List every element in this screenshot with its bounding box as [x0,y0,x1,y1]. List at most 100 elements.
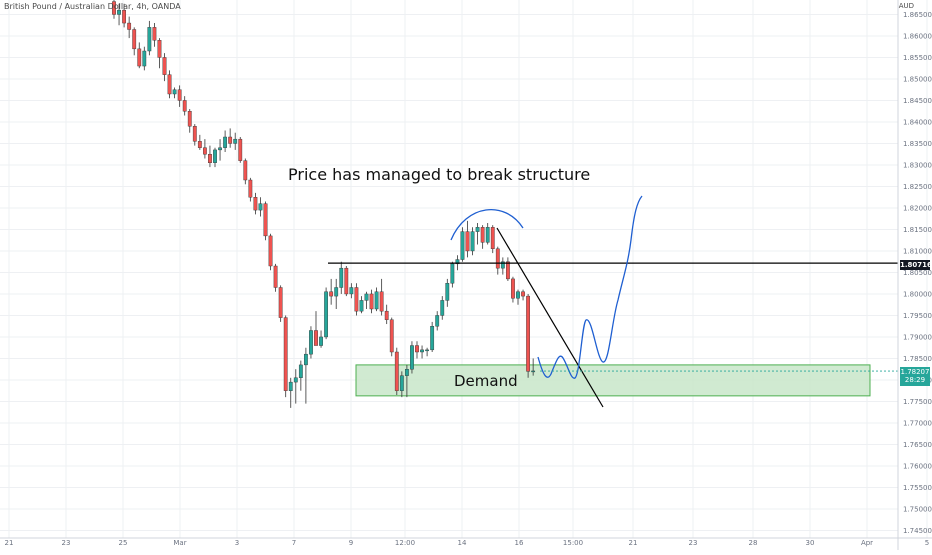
y-tick-label: 1.84000 [903,118,932,126]
candle [364,291,369,309]
candle-body [495,248,500,269]
candle-body [349,287,354,295]
x-tick-label: Apr [861,539,873,547]
y-tick-label: 1.81000 [903,247,932,255]
candle [248,177,253,202]
candle [218,139,222,161]
candle [480,225,485,249]
demand-zone [355,364,871,397]
candle-body [430,326,435,351]
y-tick-label: 1.79500 [903,312,932,320]
candle-body [208,153,212,163]
candle-body [309,330,313,355]
candle-body [263,203,268,237]
candle-body [278,287,283,318]
candle [253,192,258,215]
candle [500,257,505,275]
candle-body [485,227,490,243]
candle-body [187,110,192,127]
candle [470,227,475,256]
candle [485,223,490,245]
candle-body [440,300,445,316]
candle-body [304,353,308,366]
candle [273,263,278,292]
candle [521,289,525,301]
candle [162,53,167,82]
candle-body [293,377,298,383]
x-tick-label: 5 [925,539,929,547]
candle [425,347,429,357]
candle [359,296,364,314]
candle-body [490,227,495,250]
candle [127,16,132,39]
candle [384,304,389,325]
candle [465,220,470,258]
x-tick-label: 25 [119,539,128,547]
candle [238,137,243,163]
candle-body [132,29,137,50]
annotation-break-structure[interactable]: Price has managed to break structure [288,165,591,184]
candle-body [425,349,429,352]
annotation-demand[interactable]: Demand [454,372,518,390]
candle [394,347,399,395]
candle-body [369,293,374,310]
candle [349,283,354,299]
candle [430,321,435,352]
candle [334,278,339,309]
blue-arc-drawing [450,209,524,241]
candle [379,278,384,316]
candle [339,261,344,294]
x-tick-label: 16 [515,539,524,547]
candle [122,3,127,28]
candle [293,369,298,404]
candle [233,132,238,150]
x-tick-label: 15:00 [563,539,583,547]
candle [192,124,197,146]
y-tick-label: 1.78500 [903,355,932,363]
trend-line [496,227,604,408]
candle [511,276,515,303]
candle [450,261,455,288]
drawings-layer [328,195,898,408]
candle [374,287,379,312]
y-tick-label: 1.75000 [903,505,932,513]
candle-body [374,291,379,310]
candle [137,42,142,69]
candle-body [238,138,243,161]
candle [369,289,374,314]
candle [490,225,495,254]
candle-body [147,27,152,52]
candle-body [399,375,404,391]
candle [182,96,187,116]
last-price-tag: 1.78207 28:29 [900,367,930,386]
candle [460,227,465,262]
candle-body [364,293,369,301]
x-tick-label: 28 [749,539,758,547]
candle-body [167,74,172,95]
candle [223,130,227,153]
blue-projection-drawing [537,195,643,379]
candle-body [248,179,253,198]
candle-body [526,295,531,372]
candle [329,278,334,305]
candle [440,296,445,320]
grid [0,0,928,538]
candle-body [202,147,207,155]
candle-body [162,57,167,75]
candle [475,223,480,245]
candle-body [445,283,450,301]
candle [132,27,137,56]
candle-body [152,27,157,41]
candle-body [319,336,323,346]
symbol-title[interactable]: British Pound / Australian Dollar, 4h, O… [4,2,181,11]
candle-body [500,261,505,269]
y-tick-label: 1.83500 [903,140,932,148]
candle-body [410,345,414,370]
candle [187,109,192,133]
x-tick-label: 9 [349,539,353,547]
candle [445,278,450,307]
currency-label: AUD [898,2,914,10]
y-tick-label: 1.76500 [903,441,932,449]
